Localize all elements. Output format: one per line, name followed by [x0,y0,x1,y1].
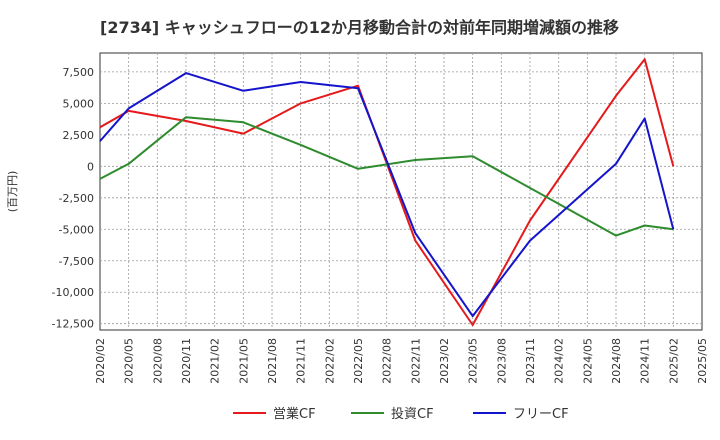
y-tick-label: -10,000 [52,286,94,299]
x-tick-label: 2022/05 [352,338,365,384]
y-axis-label: (百万円) [6,171,19,213]
x-tick-label: 2023/05 [467,338,480,384]
x-tick-label: 2020/05 [123,338,136,384]
y-tick-label: 5,000 [63,97,95,110]
x-tick-label: 2025/05 [696,338,709,384]
x-tick-label: 2022/02 [323,338,336,384]
y-tick-label: -5,000 [59,223,94,236]
x-tick-label: 2022/11 [409,338,422,384]
x-tick-label: 2021/05 [237,338,250,384]
y-tick-label: -7,500 [59,255,94,268]
x-tick-label: 2020/11 [180,338,193,384]
legend-label-3: フリーCF [513,407,569,422]
x-tick-label: 2023/08 [495,338,508,384]
x-tick-label: 2022/08 [381,338,394,384]
series-line-2 [99,116,674,237]
y-tick-label: 7,500 [63,66,95,79]
x-tick-label: 2024/11 [639,338,652,384]
x-tick-label: 2021/11 [295,338,308,384]
x-tick-label: 2021/02 [209,338,222,384]
series-line-3 [99,72,675,318]
x-tick-label: 2020/02 [94,338,107,384]
y-tick-label: -12,500 [52,318,94,331]
x-tick-label: 2024/02 [553,338,566,384]
x-tick-label: 2023/02 [438,338,451,384]
x-tick-label: 2025/02 [667,338,680,384]
legend-label-1: 営業CF [273,406,316,422]
chart-title: [2734] キャッシュフローの12か月移動合計の対前年同期増減額の推移 [100,18,619,37]
x-tick-label: 2024/08 [610,338,623,384]
x-tick-label: 2023/11 [524,338,537,384]
x-tick-label: 2021/08 [266,338,279,384]
plot-area [99,52,703,331]
y-tick-label: -2,500 [59,192,94,205]
y-tick-label: 0 [87,160,94,173]
x-tick-label: 2024/05 [581,338,594,384]
x-tick-label: 2020/08 [151,338,164,384]
y-tick-label: 2,500 [63,129,95,142]
legend-label-2: 投資CF [391,406,434,422]
